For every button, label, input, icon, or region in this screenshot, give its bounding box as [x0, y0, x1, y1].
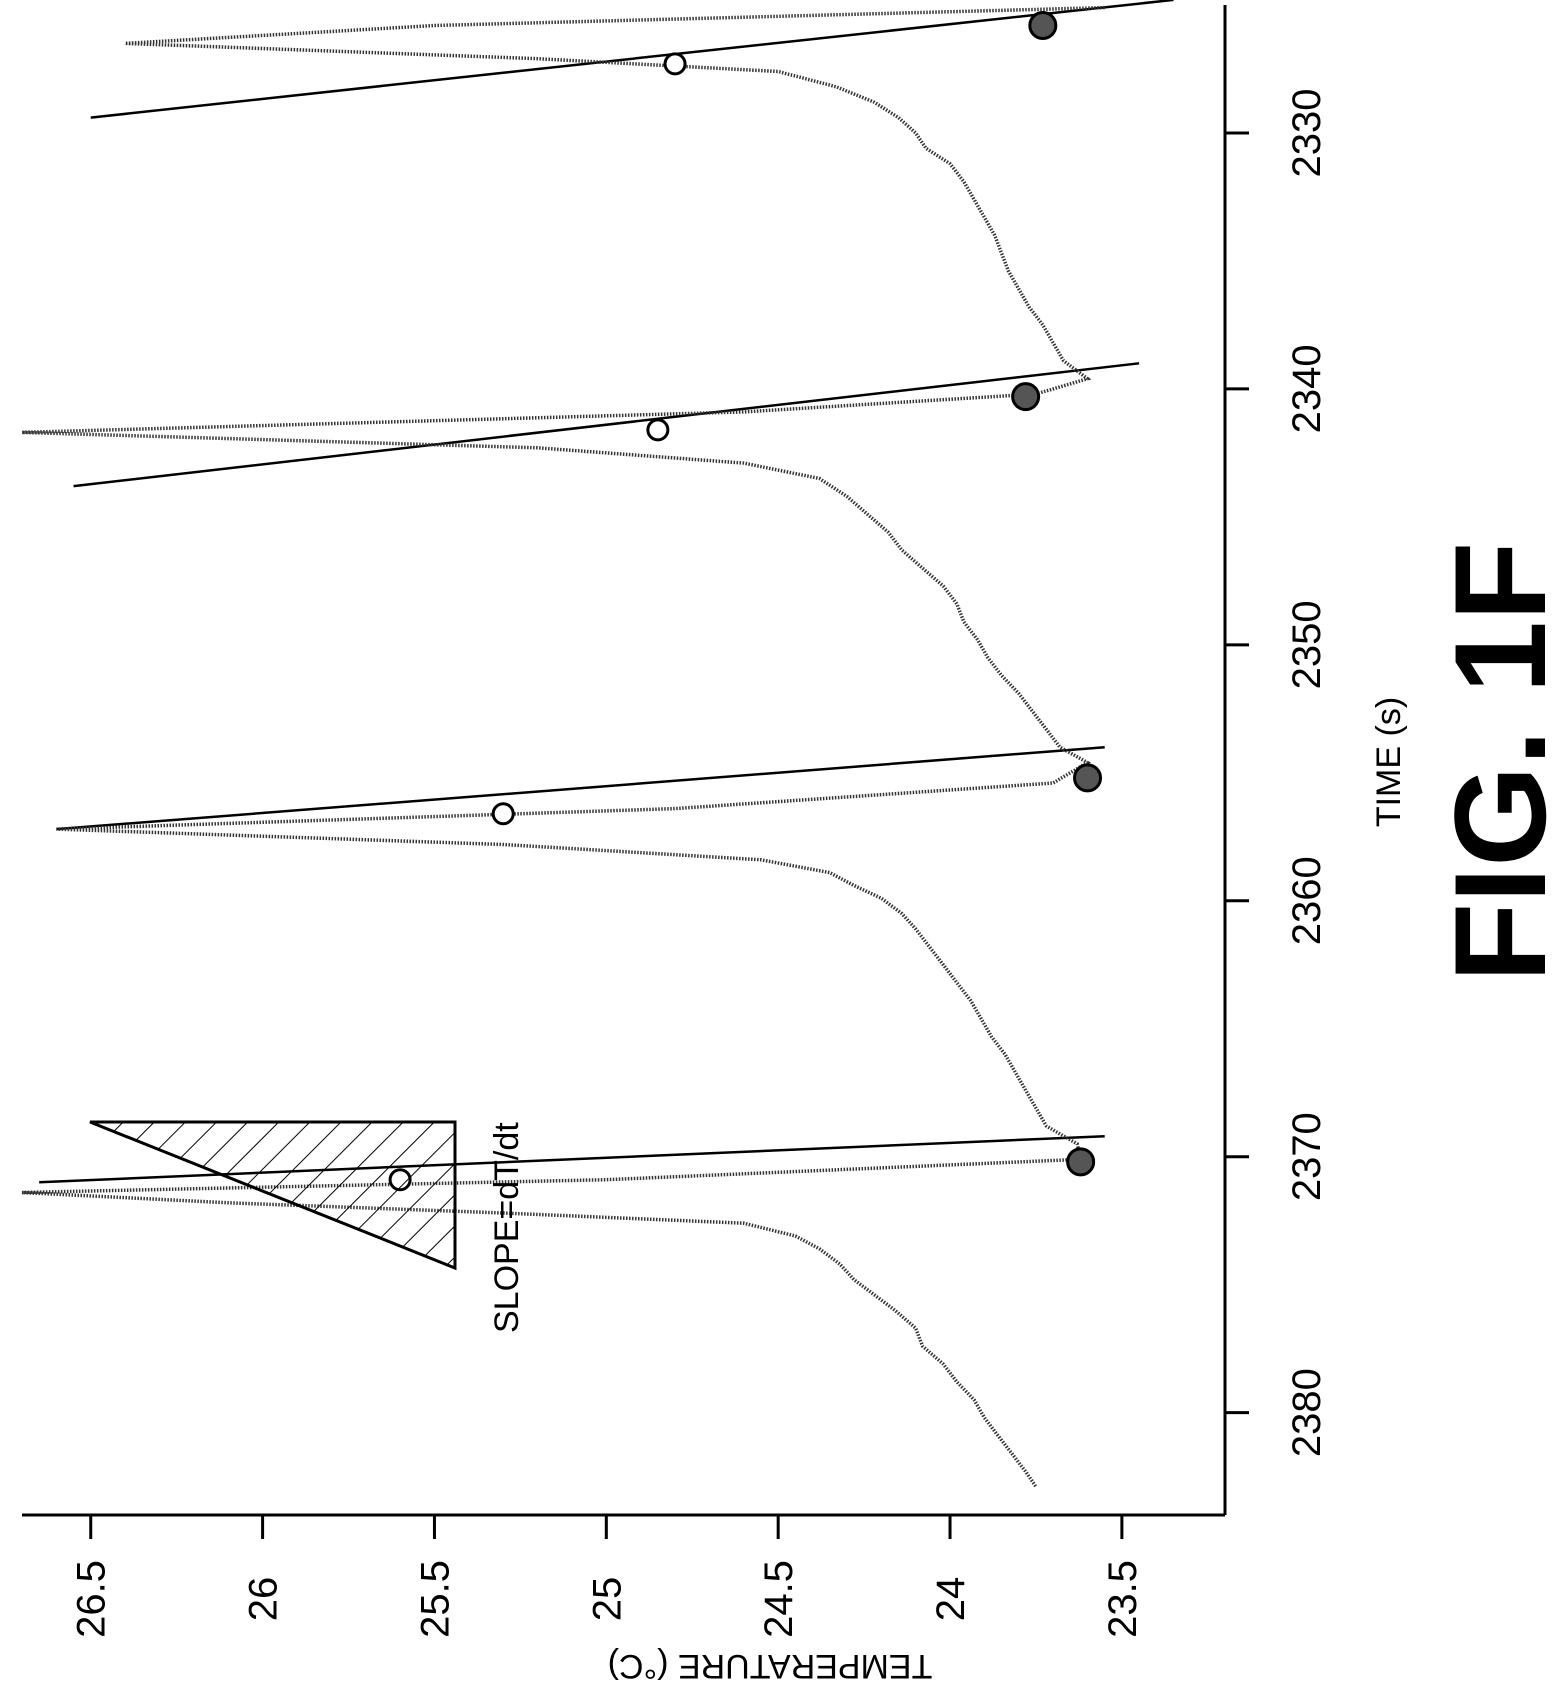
filled-marker: [1011, 382, 1041, 412]
x-axis-title: TIME (s): [1370, 697, 1408, 827]
y-tick-label: 26.5: [70, 1560, 114, 1638]
slope-triangle: [89, 1120, 457, 1271]
slope-fit-line: [56, 745, 1105, 831]
y-tick-label: 26: [242, 1577, 286, 1622]
slope-fit-lines: [39, 0, 1174, 1184]
filled-marker: [1028, 10, 1058, 40]
x-tick-label: 2380: [1285, 1368, 1329, 1457]
y-tick-label: 24: [929, 1577, 973, 1622]
y-tick-label: 24.5: [757, 1560, 801, 1638]
x-tick-label: 2340: [1285, 344, 1329, 433]
y-tick-label: 25: [585, 1577, 629, 1622]
x-tick-label: 2370: [1285, 1112, 1329, 1201]
temperature-series-line: [21, 5, 1105, 1488]
y-tick-label: 25.5: [413, 1560, 457, 1638]
figure-label: FIG. 1F: [1427, 542, 1562, 983]
x-tick-label: 2350: [1285, 600, 1329, 689]
y-axis-ticks: 26.5 26 25.5 25 24.5 24 23.5: [70, 1515, 1145, 1638]
slope-annotation: SLOPE=dT/dt: [89, 1120, 526, 1333]
x-tick-label: 2330: [1285, 88, 1329, 177]
x-axis-ticks: 2330 2340 2350 2360 2370 2380: [1225, 88, 1329, 1457]
open-marker: [646, 418, 670, 442]
slope-fit-line: [73, 362, 1140, 488]
slope-fit-line: [90, 0, 1174, 119]
filled-marker: [1073, 763, 1103, 793]
y-tick-label: 23.5: [1101, 1560, 1145, 1638]
slope-fit-line: [39, 1134, 1105, 1184]
slope-annotation-label: SLOPE=dT/dt: [488, 1122, 526, 1333]
filled-marker: [1066, 1147, 1096, 1177]
x-tick-label: 2360: [1285, 856, 1329, 945]
open-marker: [663, 52, 687, 76]
open-marker: [491, 802, 515, 826]
series-markers: [388, 10, 1103, 1192]
plot-area: 2330 2340 2350 2360 2370 2380 26.5 26 25.5 25 24.…: [21, 0, 1329, 1638]
y-axis-title: TEMPERATURE (°C): [608, 1647, 933, 1684]
